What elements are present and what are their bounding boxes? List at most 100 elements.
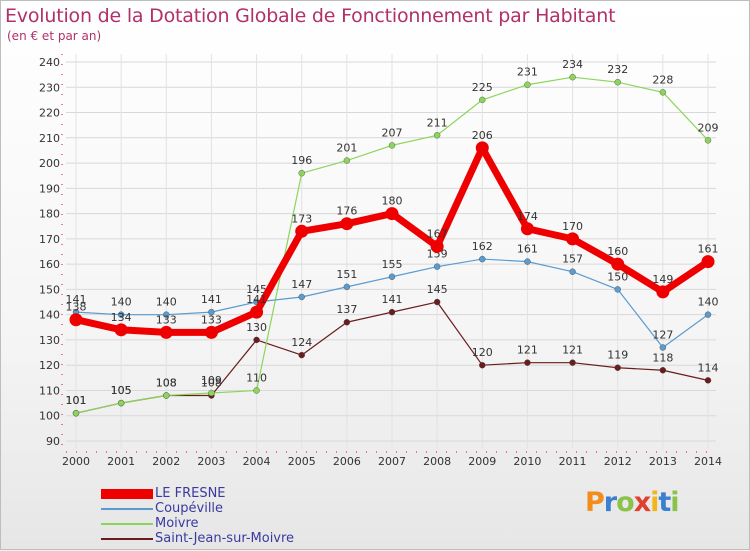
y-tick-label: 210 — [39, 132, 60, 145]
y-tick-label: 230 — [39, 81, 60, 94]
x-tick-label: 2000 — [62, 455, 90, 468]
data-point-moivre — [524, 81, 531, 88]
data-point-coup-ville — [298, 293, 305, 301]
data-point-saint-jean-sur-moivre — [479, 362, 486, 369]
data-point-coup-ville — [117, 311, 125, 318]
logo-letter: r — [603, 487, 617, 518]
data-label-moivre: 232 — [607, 63, 628, 76]
data-label-coup-ville: 140 — [698, 296, 719, 309]
data-label-moivre: 207 — [382, 126, 403, 139]
data-label-saint-jean-sur-moivre: 108 — [156, 377, 177, 390]
data-point-le-fresne — [430, 239, 444, 253]
data-label-coup-ville: 159 — [427, 248, 448, 261]
data-point-le-fresne — [69, 313, 83, 327]
data-label-moivre: 225 — [472, 81, 493, 94]
legend-label-saint-jean: Saint-Jean-sur-Moivre — [155, 531, 295, 546]
data-point-moivre — [72, 410, 80, 417]
data-point-moivre — [117, 399, 125, 407]
logo-letter: i — [650, 487, 659, 518]
legend-swatch-saint-jean — [101, 538, 153, 540]
x-tick-label: 2004 — [243, 455, 271, 468]
data-point-moivre — [163, 392, 170, 399]
data-label-le-fresne: 138 — [66, 301, 87, 314]
x-tick-label: 2002 — [152, 455, 180, 468]
y-tick-label: 130 — [39, 334, 60, 347]
proxiti-logo: Proxiti — [585, 487, 680, 518]
y-tick-label: 240 — [39, 56, 60, 69]
data-point-saint-jean-sur-moivre — [659, 367, 667, 374]
legend-label-coupeville: Coupéville — [155, 501, 224, 516]
data-label-coup-ville: 151 — [336, 268, 357, 281]
data-point-moivre — [433, 132, 441, 139]
data-point-saint-jean-sur-moivre — [614, 364, 621, 371]
data-point-moivre — [659, 89, 667, 96]
y-tick-label: 120 — [39, 359, 60, 372]
x-tick-label: 2010 — [513, 455, 541, 468]
data-point-coup-ville — [614, 286, 621, 293]
data-point-saint-jean-sur-moivre — [388, 308, 396, 316]
data-label-moivre: 234 — [562, 58, 583, 71]
data-point-le-fresne — [520, 222, 534, 236]
y-tick-label: 160 — [39, 258, 60, 271]
data-label-coup-ville: 127 — [652, 329, 673, 342]
data-point-moivre — [704, 137, 712, 144]
data-label-le-fresne: 173 — [291, 212, 312, 225]
data-point-coup-ville — [343, 283, 351, 291]
data-label-le-fresne: 134 — [111, 311, 132, 324]
data-label-le-fresne: 174 — [517, 210, 538, 223]
data-point-saint-jean-sur-moivre — [253, 336, 260, 344]
x-tick-label: 2007 — [378, 455, 406, 468]
data-point-coup-ville — [433, 263, 441, 270]
data-point-le-fresne — [656, 285, 670, 299]
logo-letter: o — [616, 487, 635, 518]
data-point-coup-ville — [569, 268, 576, 275]
logo-letter: t — [658, 487, 671, 518]
data-label-moivre: 231 — [517, 66, 538, 79]
data-label-le-fresne: 176 — [336, 205, 357, 218]
y-tick-label: 90 — [46, 435, 60, 448]
data-label-le-fresne: 133 — [201, 313, 222, 326]
x-tick-label: 2006 — [333, 455, 361, 468]
data-label-le-fresne: 180 — [382, 195, 403, 208]
data-point-moivre — [343, 157, 351, 164]
data-label-moivre: 101 — [66, 394, 87, 407]
data-label-saint-jean-sur-moivre: 114 — [698, 361, 719, 374]
data-label-saint-jean-sur-moivre: 137 — [336, 303, 357, 316]
data-point-coup-ville — [479, 255, 486, 263]
data-point-le-fresne — [611, 257, 625, 271]
data-point-le-fresne — [250, 305, 264, 319]
data-point-saint-jean-sur-moivre — [298, 351, 305, 359]
data-label-saint-jean-sur-moivre: 121 — [562, 344, 583, 357]
logo-letter: i — [670, 487, 679, 518]
data-label-le-fresne: 141 — [246, 293, 267, 306]
data-point-coup-ville — [208, 308, 215, 316]
data-point-moivre — [614, 79, 621, 86]
data-point-coup-ville — [388, 273, 396, 280]
y-tick-label: 110 — [39, 384, 60, 397]
data-point-le-fresne — [204, 325, 218, 339]
x-tick-label: 2001 — [107, 455, 135, 468]
y-tick-label: 150 — [39, 283, 60, 296]
data-label-coup-ville: 145 — [246, 283, 267, 296]
data-label-coup-ville: 140 — [156, 296, 177, 309]
data-point-moivre — [208, 389, 215, 397]
x-tick-label: 2009 — [468, 455, 496, 468]
data-label-le-fresne: 161 — [698, 243, 719, 256]
data-label-saint-jean-sur-moivre: 145 — [427, 283, 448, 296]
data-point-coup-ville — [704, 311, 712, 318]
data-label-saint-jean-sur-moivre: 119 — [607, 349, 628, 362]
x-tick-label: 2014 — [694, 455, 722, 468]
logo-letter: P — [585, 487, 605, 518]
data-point-moivre — [479, 96, 486, 104]
data-label-coup-ville: 157 — [562, 253, 583, 266]
data-point-moivre — [298, 169, 305, 177]
y-tick-label: 190 — [39, 182, 60, 195]
data-label-coup-ville: 147 — [291, 278, 312, 291]
y-tick-label: 220 — [39, 107, 60, 120]
data-point-le-fresne — [159, 325, 173, 339]
data-label-moivre: 209 — [698, 121, 719, 134]
data-label-moivre: 196 — [291, 154, 312, 167]
data-point-moivre — [569, 73, 576, 81]
data-point-le-fresne — [340, 217, 354, 231]
